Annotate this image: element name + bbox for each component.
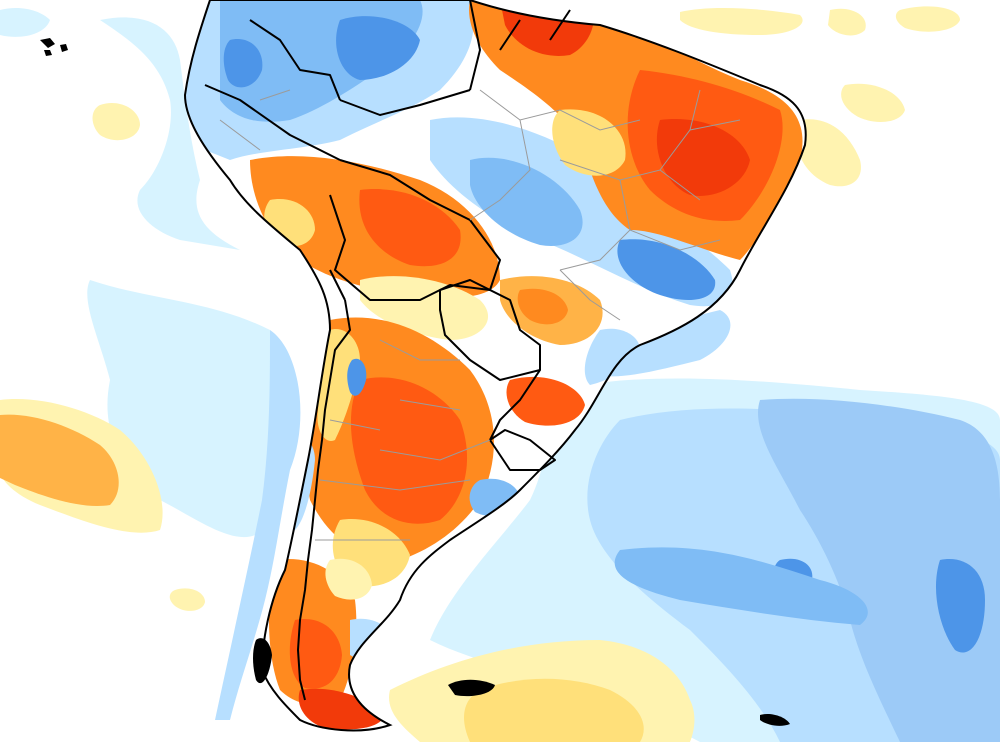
state-line-10 bbox=[219, 89, 291, 151]
atlantic-yellow-2 bbox=[796, 119, 861, 187]
border-chile-bolivia bbox=[329, 269, 346, 301]
caribbean-yellow-1 bbox=[680, 8, 803, 35]
border-venezuela-brazil bbox=[339, 89, 471, 116]
subdivision-lines bbox=[219, 89, 741, 541]
pacific-tongue bbox=[100, 17, 240, 251]
caribbean-yellow-3 bbox=[895, 6, 960, 32]
pacific-yellow-2 bbox=[169, 588, 205, 611]
state-line-1 bbox=[479, 89, 641, 131]
border-bolivia bbox=[329, 194, 501, 301]
andes-blue-streak bbox=[347, 358, 367, 396]
atlantic-yellow-1 bbox=[841, 83, 905, 122]
border-uruguay bbox=[489, 429, 556, 471]
south-georgia bbox=[760, 714, 790, 726]
colombia-blue-core bbox=[223, 39, 263, 88]
pacific-yellow-1 bbox=[92, 102, 140, 141]
border-guianas bbox=[469, 0, 571, 91]
pacific-shelf-blue bbox=[215, 330, 301, 720]
paraguay-yellow bbox=[360, 276, 489, 340]
northeast-red-core bbox=[656, 119, 750, 196]
south-brazil-orange-red bbox=[517, 288, 568, 325]
pacific-warm-core bbox=[0, 414, 119, 506]
central-yellow bbox=[552, 109, 626, 176]
andes-mixed-yellow bbox=[317, 329, 360, 441]
state-line-8 bbox=[379, 339, 491, 461]
falkland-islands bbox=[448, 679, 495, 697]
east-blue-core bbox=[617, 239, 716, 300]
atlantic-blue-patch-1 bbox=[935, 559, 985, 653]
border-argentina-brazil bbox=[489, 369, 541, 441]
galapagos-islands bbox=[40, 38, 68, 56]
equatorial-pale-blue bbox=[0, 8, 50, 37]
state-line-6 bbox=[629, 229, 721, 251]
atlantic-mid-blue bbox=[758, 398, 1000, 742]
state-line-5 bbox=[659, 89, 741, 171]
islands bbox=[40, 38, 790, 726]
border-colombia-venezuela bbox=[249, 19, 341, 101]
ocean-anomaly-layer bbox=[0, 6, 1000, 742]
central-mid-blue bbox=[470, 157, 583, 246]
atlantic-mid-band bbox=[614, 547, 868, 625]
state-line-3 bbox=[559, 159, 701, 201]
border-argentina-chile bbox=[297, 299, 351, 701]
country-borders bbox=[204, 0, 571, 701]
northwest-blue-core bbox=[336, 16, 420, 81]
east-coast-blue-strip bbox=[584, 328, 640, 385]
south-atlantic-warm-core bbox=[464, 678, 644, 742]
state-line-4 bbox=[559, 179, 631, 271]
atlantic-coast-blue bbox=[598, 310, 731, 377]
patagonia-orange-red bbox=[289, 619, 342, 689]
state-line-9 bbox=[315, 419, 471, 541]
state-line-7 bbox=[559, 269, 621, 321]
tierra-del-fuego-red bbox=[298, 688, 385, 730]
border-peru-brazil bbox=[339, 159, 471, 221]
state-line-2 bbox=[469, 119, 531, 221]
bolivia-orange-red bbox=[359, 189, 461, 267]
border-colombia-peru bbox=[204, 84, 341, 161]
chilean-archipelago bbox=[253, 638, 272, 684]
caribbean-yellow-2 bbox=[828, 8, 866, 36]
patagonia-yellow bbox=[325, 558, 372, 600]
